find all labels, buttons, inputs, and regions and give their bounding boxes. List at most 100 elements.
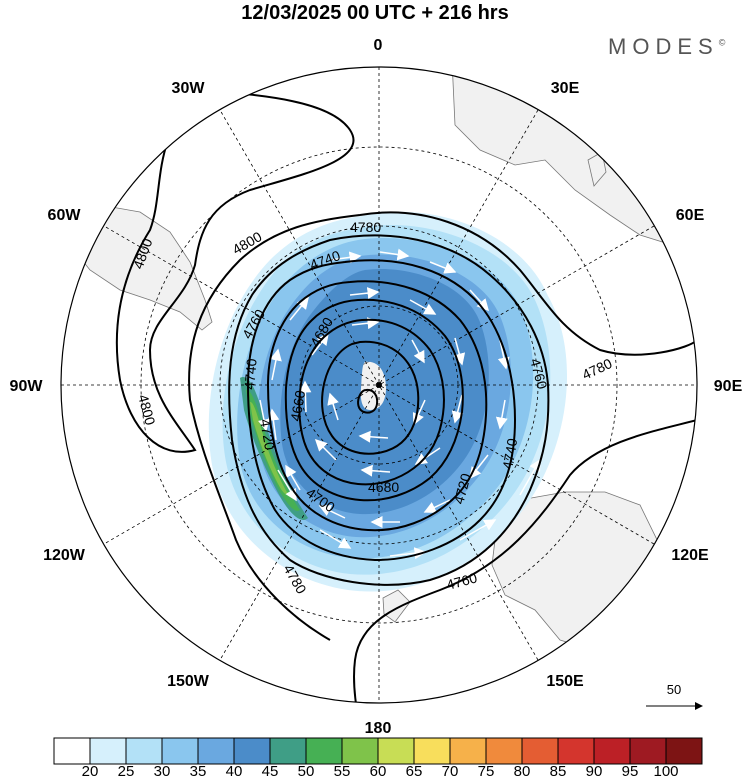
wind-arrow xyxy=(409,299,437,315)
colorbar-tick-label: 50 xyxy=(298,763,315,780)
contour-4800-west xyxy=(115,89,355,453)
contour-4740 xyxy=(246,259,517,562)
map-title: 12/03/2025 00 UTC + 216 hrs xyxy=(241,2,509,24)
meridian-label-120w: 120W xyxy=(43,547,86,564)
colorbar-tick-label: 95 xyxy=(622,763,639,780)
wind-arrow xyxy=(289,296,309,321)
colorbar-swatch xyxy=(89,737,127,765)
meridian-label-60e: 60E xyxy=(676,207,705,224)
meridian-line xyxy=(219,109,539,661)
colorbar-swatch xyxy=(305,737,343,765)
colorbar-swatch xyxy=(377,737,415,765)
meridian-label-90w: 90W xyxy=(10,378,44,395)
wind-arrow xyxy=(267,408,280,441)
colorbar-tick-label: 85 xyxy=(550,763,567,780)
wind-arrow xyxy=(459,519,497,541)
colorbar-tick-label: 80 xyxy=(514,763,531,780)
wind-vectors xyxy=(258,248,541,560)
colorbar-tick-label: 90 xyxy=(586,763,603,780)
wind-arrow xyxy=(453,337,466,366)
colorbar-swatch xyxy=(557,737,595,765)
wind-arrow xyxy=(270,348,282,381)
colorbar-tick-label: 100 xyxy=(653,763,678,780)
contour-4680 xyxy=(298,318,445,486)
colorbar-tick-label: 70 xyxy=(442,763,459,780)
colorbar-swatch xyxy=(53,737,91,765)
contour-4780 xyxy=(188,211,697,703)
colorbar-tick-label: 45 xyxy=(262,763,279,780)
landmass-new-zealand xyxy=(382,589,411,623)
wind-arrow xyxy=(451,394,464,424)
wind-arrow xyxy=(314,438,337,461)
map-boundary xyxy=(60,66,698,704)
contour-4660 xyxy=(321,340,420,455)
colorbar-tick-label: 25 xyxy=(118,763,135,780)
colorbar-tick-label: 60 xyxy=(370,763,387,780)
contour-label: 4760 xyxy=(445,569,479,593)
colorbar-swatch xyxy=(629,737,667,765)
wind-arrow xyxy=(497,339,510,370)
wind-arrow xyxy=(285,464,301,491)
wind-arrow xyxy=(423,499,451,513)
wind-arrow xyxy=(379,248,410,261)
colorbar-tick-label: 55 xyxy=(334,763,351,780)
wind-arrow xyxy=(495,399,508,430)
landmass-madagascar xyxy=(587,151,607,187)
meridian-label-60w: 60W xyxy=(48,207,82,224)
contour-label: 4760 xyxy=(527,357,551,391)
meridian-label-90e: 90E xyxy=(714,378,743,395)
wind-arrow xyxy=(358,430,389,443)
contour-label: 4780 xyxy=(580,355,615,383)
meridian-label-0: 0 xyxy=(374,37,383,54)
colorbar-swatch xyxy=(341,737,379,765)
wind-arrow xyxy=(519,458,541,496)
colorbar-swatch xyxy=(665,737,703,765)
colorbar-swatch xyxy=(413,737,451,765)
colorbar-swatch xyxy=(485,737,523,765)
colorbar-swatch xyxy=(593,737,631,765)
meridian-label-120e: 120E xyxy=(671,547,709,564)
meridian-labels: 0 30E 60E 90E 120E 150E 180 150W 120W 90… xyxy=(10,37,743,737)
colorbar-tick-label: 30 xyxy=(154,763,171,780)
meridian-label-150e: 150E xyxy=(546,673,584,690)
map-disk: 4800 4800 4800 4780 4780 4780 4760 4760 … xyxy=(61,67,697,703)
latitude-circle xyxy=(140,146,618,624)
wind-arrow xyxy=(329,251,362,264)
colorbar-swatch xyxy=(125,737,163,765)
wind-arrow xyxy=(429,261,457,274)
colorbar-swatch xyxy=(161,737,199,765)
contour-label: 4720 xyxy=(257,418,278,452)
wind-arrow xyxy=(258,399,270,432)
colorbar-tick-label: 65 xyxy=(406,763,423,780)
wind-arrow xyxy=(414,447,441,465)
wind-arrow xyxy=(349,287,380,300)
colorbar-swatch xyxy=(233,737,271,765)
meridian-line xyxy=(219,109,539,661)
wind-arrow xyxy=(469,454,489,480)
colorbar-swatch xyxy=(269,737,307,765)
colorbar-tick-label: 40 xyxy=(226,763,243,780)
wind-arrow xyxy=(327,392,339,421)
contour-label: 4740 xyxy=(499,437,520,471)
contour-4760 xyxy=(228,234,550,586)
meridian-line xyxy=(103,225,655,545)
reference-vector: 50 xyxy=(646,682,703,710)
contour-4640 xyxy=(357,388,379,414)
contour-4720 xyxy=(266,280,488,532)
contour-label: 4780 xyxy=(350,219,381,235)
contour-label: 4740 xyxy=(241,358,260,391)
colorbar-tick-label: 35 xyxy=(190,763,207,780)
contour-label: 4680 xyxy=(368,479,399,495)
colorbar: 20 25 30 35 40 45 50 55 60 65 70 75 80 8… xyxy=(53,737,703,780)
colorbar-swatch xyxy=(449,737,487,765)
wind-arrow xyxy=(351,317,380,330)
wind-arrow xyxy=(319,529,352,549)
colorbar-swatch xyxy=(197,737,235,765)
meridian-line xyxy=(103,225,655,545)
contour-4800-east xyxy=(499,67,697,81)
meridian-label-180: 180 xyxy=(365,720,392,737)
brand-logo: MODES© xyxy=(608,34,726,59)
colorbar-boxes xyxy=(53,737,703,765)
south-pole-marker xyxy=(376,382,382,388)
